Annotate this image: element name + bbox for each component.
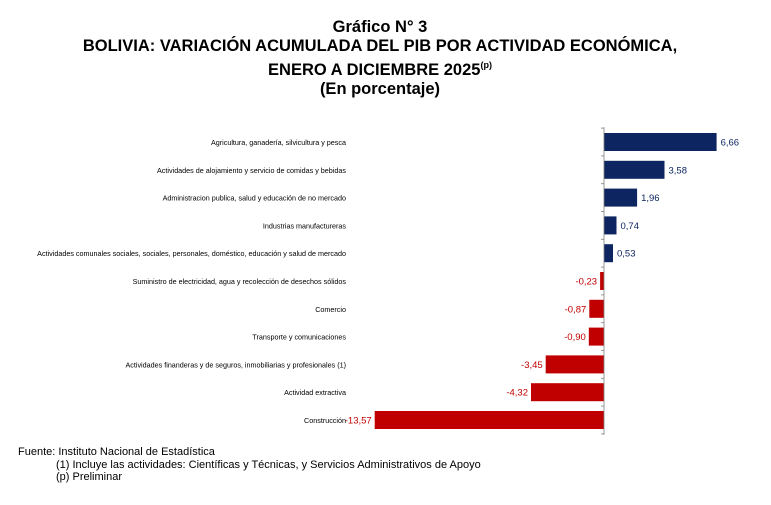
chart-title-block: Gráfico N° 3 BOLIVIA: VARIACIÓN ACUMULAD… [0,18,760,99]
category-label: Actividades comunales sociales, sociales… [37,249,346,258]
bar [604,160,665,179]
category-label: Administracion publica, salud y educació… [163,194,346,203]
category-label: Transporte y comunicaciones [252,333,346,342]
category-label: Actividades de alojamiento y servicio de… [157,166,346,175]
data-label: -0,87 [565,304,587,315]
bar [604,244,613,263]
footnote-1: (1) Incluye las actividades: Científicas… [56,458,481,471]
footnote-p: (p) Preliminar [56,471,123,483]
bar [374,411,604,429]
chart-unit: (En porcentaje) [319,80,441,98]
category-label: Construcción [304,416,346,425]
category-label: Agricultura, ganadería, silvicultura y p… [211,138,346,147]
data-label: 3,58 [669,165,688,176]
preliminary-mark: (p) [480,60,492,70]
data-label: -13,57 [345,416,372,427]
bar [604,188,638,207]
source-note: Fuente: Instituto Nacional de Estadístic… [18,446,215,458]
data-label: 1,96 [641,193,660,204]
bar-chart: 6,66 Agricultura, ganadería, silvicultura… [37,127,740,435]
bar [589,299,604,318]
data-label: -0,90 [564,332,586,343]
chart-footer: Fuente: Instituto Nacional de Estadístic… [18,446,481,484]
data-label: 6,66 [721,138,740,149]
bar [545,355,604,374]
data-label: -3,45 [521,360,543,371]
bar [604,133,717,151]
chart-title-period: ENERO A DICIEMBRE 2025(p) [268,60,492,79]
bar [604,216,617,235]
chart-title: BOLIVIA: VARIACIÓN ACUMULADA DEL PIB POR… [82,37,678,55]
data-label: 0,53 [617,249,636,260]
chart-number: Gráfico N° 3 [332,18,428,36]
category-label: Suministro de electricidad, agua y recol… [133,277,347,286]
category-label: Comercio [315,305,346,314]
data-label: 0,74 [621,221,640,232]
data-label: -0,23 [575,277,597,288]
category-label: Industrias manufactureras [263,221,347,230]
bar [531,383,604,402]
data-label: -4,32 [506,388,528,399]
category-label: Actividades finanderas y de seguros, inm… [125,360,346,369]
category-label: Actividad extractiva [284,388,346,397]
bar [600,272,604,290]
bar [588,327,604,346]
